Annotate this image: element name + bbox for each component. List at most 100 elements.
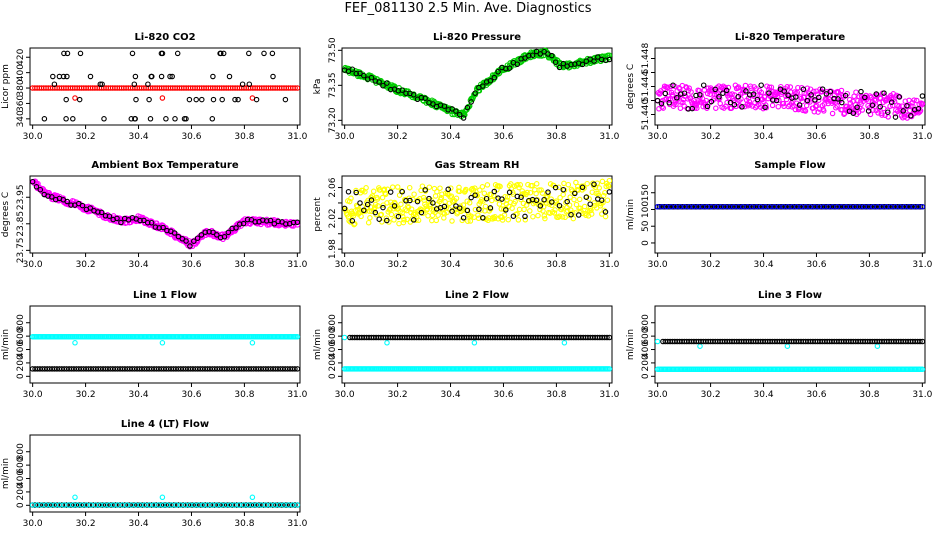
data-point xyxy=(133,96,139,103)
data-point xyxy=(904,102,910,109)
x-tick-label: 30.2 xyxy=(388,132,408,142)
data-point xyxy=(172,116,178,122)
x-tick-label: 30.6 xyxy=(181,519,201,529)
data-point xyxy=(666,100,672,106)
data-point xyxy=(87,205,93,211)
data-point xyxy=(797,104,803,111)
data-point xyxy=(604,197,611,203)
data-point xyxy=(584,180,590,187)
x-tick-label: 30.0 xyxy=(335,132,355,142)
data-point xyxy=(61,50,67,57)
plot-frame xyxy=(29,434,301,513)
y-tick-label: 0 xyxy=(641,373,651,379)
data-point xyxy=(891,98,898,105)
data-point xyxy=(460,115,467,121)
data-point xyxy=(877,103,883,110)
x-tick-label: 30.8 xyxy=(546,390,566,400)
data-point xyxy=(595,54,601,60)
data-point xyxy=(900,108,906,114)
data-point xyxy=(50,73,56,80)
data-point xyxy=(769,102,776,109)
series-line1-cyan xyxy=(29,334,301,346)
x-tick-label: 30.4 xyxy=(129,390,149,400)
data-point xyxy=(877,95,884,102)
x-tick-label: 30.4 xyxy=(441,390,461,400)
panel-title: Li-820 Temperature xyxy=(735,32,845,43)
series-rh-yellow xyxy=(341,177,613,228)
x-tick-label: 30.2 xyxy=(388,260,408,270)
y-axis-label: ml/min xyxy=(1,458,11,489)
data-point xyxy=(542,215,548,222)
data-point xyxy=(869,102,876,108)
panel-2: Li-820 Temperature 30.0 30.2 30.4 30.6 30.8 31… xyxy=(626,32,933,142)
data-point xyxy=(678,90,685,96)
x-tick-label: 30.6 xyxy=(493,390,513,400)
data-point xyxy=(908,113,914,119)
panel-5: Sample Flow 30.0 30.2 30.4 30.6 30.8 31.0 0 50 10… xyxy=(626,160,933,270)
y-tick-label: 73.20 xyxy=(328,107,338,133)
x-tick-label: 30.2 xyxy=(388,390,408,400)
data-point xyxy=(712,86,718,93)
data-point xyxy=(745,95,752,101)
data-point xyxy=(468,99,474,105)
data-point xyxy=(659,104,665,110)
data-point xyxy=(556,64,563,71)
data-point xyxy=(471,340,478,346)
data-point xyxy=(87,73,94,80)
data-point xyxy=(670,82,676,89)
data-point xyxy=(728,105,735,111)
panel-4: Gas Stream RH 30.0 30.2 30.4 30.6 30.8 31.0 1.9… xyxy=(313,160,620,270)
data-point xyxy=(815,109,821,115)
series-box-black xyxy=(29,178,301,249)
data-point xyxy=(884,107,891,114)
data-point xyxy=(29,178,36,185)
data-point xyxy=(859,107,866,113)
data-point xyxy=(516,206,523,213)
data-point xyxy=(892,114,899,120)
x-tick-label: 31.0 xyxy=(287,260,307,270)
data-point xyxy=(842,92,849,99)
x-tick-label: 30.4 xyxy=(129,132,149,142)
data-point xyxy=(210,96,217,103)
data-point xyxy=(674,95,680,101)
y-tick-label: 800 xyxy=(16,443,26,460)
data-point xyxy=(68,202,74,208)
y-tick-label: 420 xyxy=(16,48,26,65)
data-point xyxy=(472,90,478,96)
data-point xyxy=(787,84,794,90)
data-point xyxy=(145,81,151,87)
plot-frame xyxy=(29,47,301,126)
data-point xyxy=(527,208,533,214)
data-point xyxy=(376,216,382,222)
data-point xyxy=(435,212,441,218)
data-point xyxy=(839,99,845,106)
x-tick-label: 30.0 xyxy=(23,519,43,529)
data-point xyxy=(913,97,920,104)
data-point xyxy=(865,108,872,114)
data-point xyxy=(827,88,834,95)
data-point xyxy=(387,86,394,93)
data-point xyxy=(261,50,267,57)
data-point xyxy=(754,96,761,103)
data-point xyxy=(697,343,703,349)
data-point xyxy=(235,96,241,103)
data-point xyxy=(368,74,375,81)
panel-0: Li-820 CO2 30.0 30.2 30.4 30.6 30.8 31.0 340360… xyxy=(1,32,308,142)
x-tick-label: 31.0 xyxy=(287,390,307,400)
data-point xyxy=(294,222,301,228)
x-tick-label: 30.4 xyxy=(129,260,149,270)
data-point xyxy=(376,79,382,85)
data-point xyxy=(606,56,613,63)
data-point xyxy=(77,50,84,57)
data-point xyxy=(361,72,367,79)
data-point xyxy=(881,90,887,96)
y-tick-label: 2.06 xyxy=(328,177,338,197)
data-point xyxy=(76,96,83,103)
data-point xyxy=(541,48,547,55)
y-axis-label: ml/min xyxy=(626,199,636,230)
panel-title: Line 2 Flow xyxy=(445,290,509,301)
x-tick-label: 30.8 xyxy=(859,132,879,142)
data-point xyxy=(762,104,768,111)
